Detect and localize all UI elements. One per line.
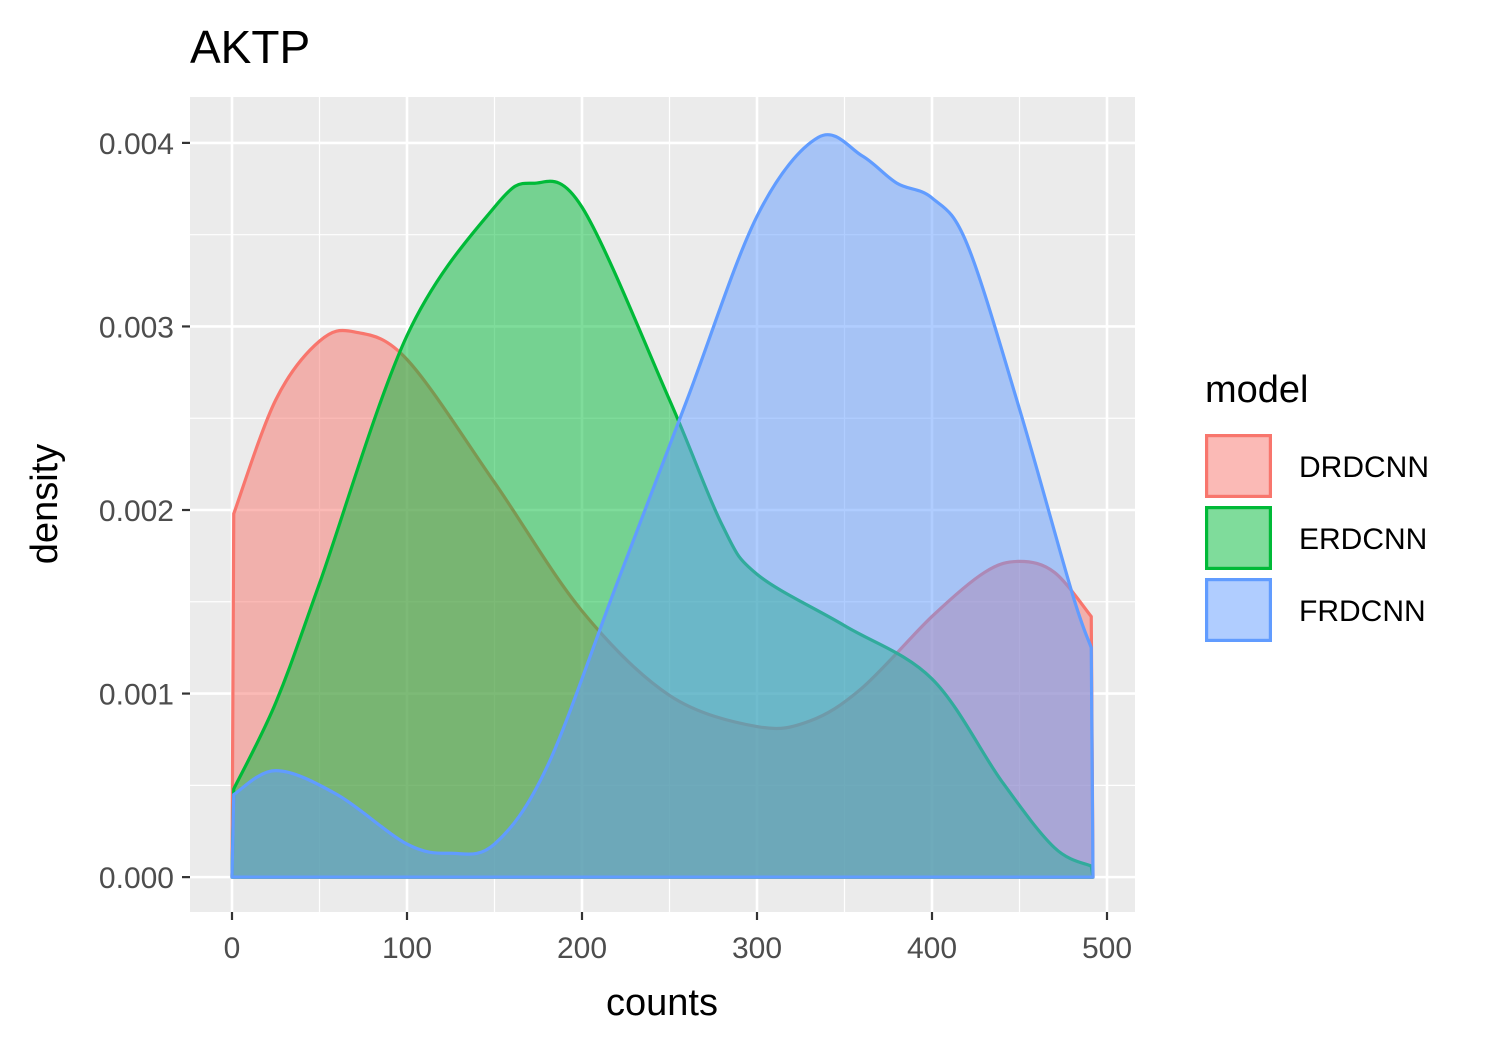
legend-label-frdcnn: FRDCNN bbox=[1299, 595, 1426, 628]
y-tick-label: 0.000 bbox=[99, 862, 174, 895]
y-axis-title: density bbox=[24, 444, 66, 564]
legend: model DRDCNN ERDCNN FRDCNN bbox=[1204, 369, 1429, 642]
density-series bbox=[230, 133, 1095, 879]
y-tick-label: 0.002 bbox=[99, 495, 174, 528]
x-axis: 0 100 200 300 400 500 bbox=[224, 912, 1132, 965]
density-area-frdcnn bbox=[230, 133, 1095, 879]
legend-label-drdcnn: DRDCNN bbox=[1299, 451, 1429, 484]
x-tick-label: 300 bbox=[732, 932, 782, 965]
legend-title: model bbox=[1205, 369, 1309, 411]
x-tick-label: 0 bbox=[224, 932, 241, 965]
chart-title: AKTP bbox=[190, 21, 310, 73]
legend-key-erdcnn bbox=[1204, 506, 1272, 571]
x-tick-label: 400 bbox=[907, 932, 957, 965]
legend-key-drdcnn bbox=[1204, 434, 1272, 499]
x-tick-label: 200 bbox=[557, 932, 607, 965]
legend-key-frdcnn bbox=[1204, 577, 1272, 642]
legend-label-erdcnn: ERDCNN bbox=[1299, 523, 1427, 556]
y-tick-label: 0.004 bbox=[99, 128, 174, 161]
y-tick-label: 0.001 bbox=[99, 679, 174, 712]
y-tick-label: 0.003 bbox=[99, 311, 174, 344]
x-tick-label: 500 bbox=[1082, 932, 1132, 965]
y-axis: 0.000 0.001 0.002 0.003 0.004 bbox=[99, 128, 190, 895]
x-tick-label: 100 bbox=[382, 932, 432, 965]
x-axis-title: counts bbox=[606, 982, 718, 1024]
